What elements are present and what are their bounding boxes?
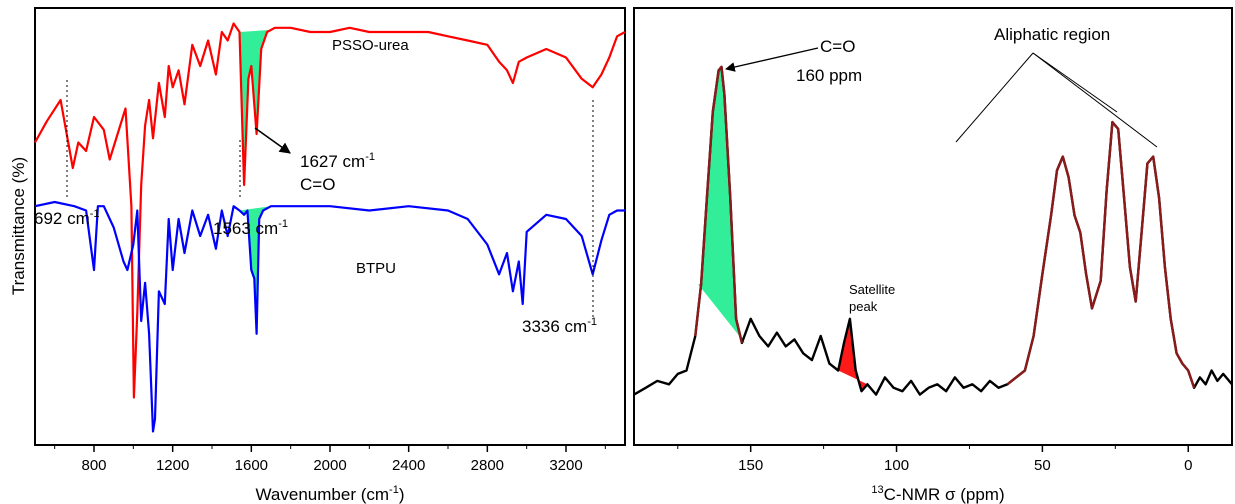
aliphatic-pointer-1 bbox=[955, 52, 1034, 143]
nmr-aliphatic-accent-line bbox=[1006, 120, 1196, 389]
ftir-plot-frame bbox=[34, 7, 626, 446]
btpu-series-label: BTPU bbox=[356, 260, 396, 277]
nmr-x-axis-label: 13C-NMR σ (ppm) bbox=[871, 484, 1004, 504]
nmr-plot-frame bbox=[633, 7, 1233, 446]
carbonyl-label-nmr: C=O bbox=[820, 37, 855, 56]
ftir-series-psso-urea-line bbox=[34, 22, 626, 399]
peak-label-1627: 1627 cm-1 bbox=[300, 151, 375, 171]
ftir-x-axis-label: Wavenumber (cm-1) bbox=[256, 484, 405, 504]
arrow-carbonyl-nmr bbox=[725, 47, 819, 72]
ftir-x-tick-label: 1200 bbox=[156, 457, 189, 474]
nmr-series-group bbox=[633, 65, 1233, 396]
ftir-x-tick-label: 1600 bbox=[235, 457, 268, 474]
psso-urea-series-label: PSSO-urea bbox=[332, 37, 409, 54]
aliphatic-region-label: Aliphatic region bbox=[994, 25, 1110, 44]
ftir-x-tick-label: 2000 bbox=[313, 457, 346, 474]
ftir-x-tick-label: 800 bbox=[81, 457, 106, 474]
peak-label-1563: 1563 cm-1 bbox=[213, 218, 288, 238]
carbonyl-shift-label: 160 ppm bbox=[796, 66, 862, 85]
carbonyl-label-ftir: C=O bbox=[300, 175, 335, 194]
ftir-carbonyl-fill-2 bbox=[239, 206, 271, 334]
satellite-label: Satellite bbox=[849, 282, 895, 297]
nmr-carbonyl-accent-line bbox=[694, 65, 744, 344]
nmr-x-tick-label: 50 bbox=[1034, 457, 1051, 474]
ftir-x-tick-label: 3200 bbox=[549, 457, 582, 474]
nmr-x-tick-label: 150 bbox=[738, 457, 763, 474]
arrow-1627 bbox=[254, 127, 291, 154]
ftir-x-tick-label: 2800 bbox=[471, 457, 504, 474]
nmr-x-tick-label: 100 bbox=[884, 457, 909, 474]
peak-label-3336: 3336 cm-1 bbox=[522, 316, 597, 336]
aliphatic-pointer-2 bbox=[1032, 52, 1118, 113]
satellite-label-2: peak bbox=[849, 299, 878, 314]
ftir-panel: 800 1200 1600 2000 2400 2800 3200 Wavenumber (… bbox=[9, 7, 626, 504]
ftir-x-ticks: 800 1200 1600 2000 2400 2800 3200 bbox=[54, 445, 606, 474]
peak-label-692: 692 cm-1 bbox=[34, 208, 100, 228]
ftir-series-group bbox=[34, 22, 626, 433]
ftir-series-btpu-line bbox=[34, 200, 625, 433]
nmr-x-ticks: 150 100 50 0 bbox=[677, 445, 1192, 474]
nmr-x-tick-label: 0 bbox=[1184, 457, 1192, 474]
ftir-y-axis-label: Transmittance (%) bbox=[9, 157, 28, 295]
aliphatic-pointer-3 bbox=[1032, 52, 1158, 148]
nmr-panel: 150 100 50 0 13C-NMR σ (ppm) C=O 160 ppm Al… bbox=[633, 7, 1233, 504]
ftir-x-tick-label: 2400 bbox=[392, 457, 425, 474]
carbonyl-peak-fill bbox=[698, 66, 745, 343]
